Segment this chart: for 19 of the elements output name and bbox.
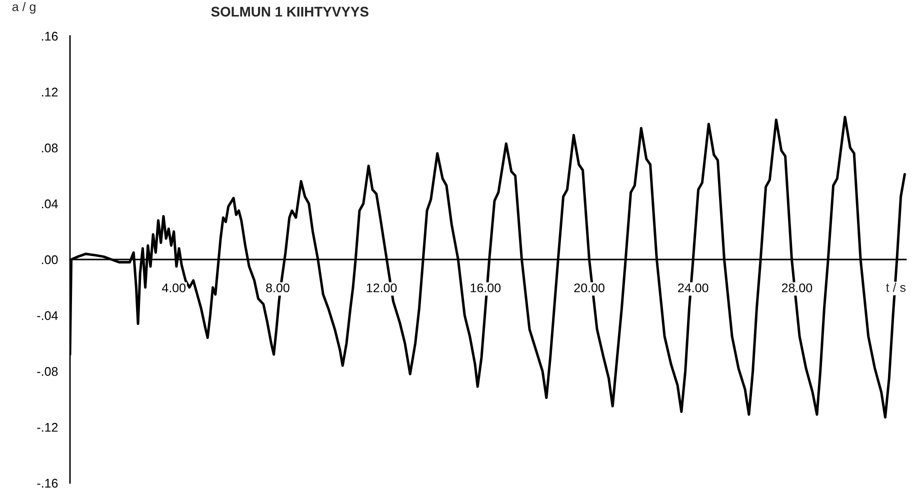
y-tick-label: -.08 — [37, 367, 58, 376]
y-tick-label: .04 — [42, 199, 58, 208]
x-tick-label: 24.00 — [678, 283, 708, 292]
y-tick-label: .12 — [42, 88, 58, 96]
x-tick-label: 28.00 — [782, 283, 812, 292]
chart-title: SOLMUN 1 KIIHTYVYYS — [211, 6, 368, 17]
x-tick-label: 8.00 — [266, 283, 290, 292]
x-tick-label: 12.00 — [366, 283, 397, 292]
y-tick-label: .00 — [42, 255, 58, 264]
x-tick-label: 16.00 — [470, 283, 501, 292]
y-tick-label: -.16 — [37, 478, 58, 488]
y-tick-label: -.04 — [37, 311, 58, 320]
y-tick-label: -.12 — [37, 422, 58, 432]
y-tick-label: .08 — [42, 144, 58, 152]
x-axis-title: t / s — [886, 282, 906, 292]
x-tick-label: 4.00 — [162, 283, 186, 292]
x-tick-label: 20.00 — [574, 283, 604, 292]
y-axis-title: a / g — [12, 2, 36, 14]
y-tick-label: .16 — [42, 32, 58, 41]
